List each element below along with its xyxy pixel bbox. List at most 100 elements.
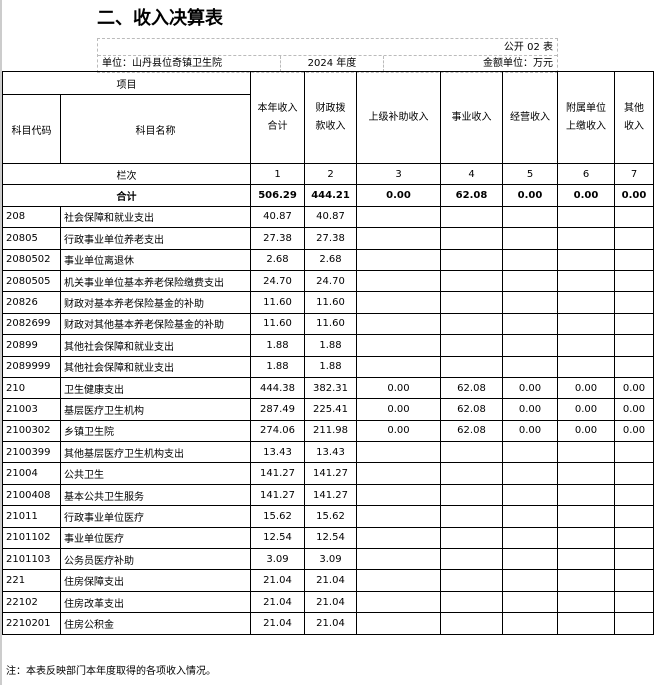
amount-cell <box>557 569 615 592</box>
form-number: 公开 02 表 <box>98 39 557 56</box>
amount-cell <box>502 505 558 528</box>
amount-cell: 13.43 <box>304 441 357 464</box>
subject-code: 22102 <box>2 590 61 614</box>
amount-cell <box>502 312 558 336</box>
subject-code: 20826 <box>2 291 61 314</box>
amount-cell <box>440 248 503 271</box>
total-value: 0.00 <box>502 184 558 207</box>
amount-cell <box>356 355 441 378</box>
amount-cell: 27.38 <box>304 227 357 250</box>
total-value: 0.00 <box>356 184 441 207</box>
table-row: 20899 其他社会保障和就业支出 1.88 1.88 <box>2 334 654 357</box>
amount-cell: 62.08 <box>440 419 503 443</box>
amount-cell <box>557 548 615 571</box>
amount-cell: 11.60 <box>304 291 357 314</box>
amount-cell <box>356 483 441 507</box>
subject-code: 2082699 <box>2 312 61 336</box>
amount-cell <box>557 483 615 507</box>
subject-code: 2100302 <box>2 419 61 443</box>
amount-cell: 24.70 <box>304 269 357 293</box>
amount-cell <box>440 227 503 250</box>
column-index-row: 栏次 1 2 3 4 5 6 7 <box>2 162 654 186</box>
amount-cell: 141.27 <box>250 483 305 507</box>
table-row: 20826 财政对基本养老保险基金的补助 11.60 11.60 <box>2 291 654 314</box>
amount-cell <box>440 548 503 571</box>
subject-name: 公共卫生 <box>60 462 251 485</box>
amount-cell <box>356 569 441 592</box>
amount-cell <box>356 334 441 357</box>
subject-code: 2080505 <box>2 269 61 293</box>
amount-cell <box>502 569 558 592</box>
fiscal-year: 2024 年度 <box>281 56 384 72</box>
table-meta: 公开 02 表 单位：山丹县位奇镇卫生院 2024 年度 金额单位：万元 <box>97 38 558 73</box>
column-index: 5 <box>502 162 558 186</box>
amount-cell <box>614 590 654 614</box>
amount-cell <box>502 483 558 507</box>
amount-cell: 21.04 <box>250 612 305 635</box>
amount-cell: 13.43 <box>250 441 305 464</box>
amount-cell <box>557 590 615 614</box>
subject-name: 机关事业单位基本养老保险缴费支出 <box>60 269 251 293</box>
column-index: 1 <box>250 162 305 186</box>
header-col-text: 事业收入 <box>451 111 492 123</box>
subject-code: 2089999 <box>2 355 61 378</box>
amount-cell: 225.41 <box>304 398 357 421</box>
header-col-text: 财政拨 <box>315 102 346 114</box>
total-label: 合计 <box>2 184 251 207</box>
amount-cell <box>440 526 503 550</box>
amount-cell: 1.88 <box>250 355 305 378</box>
amount-cell: 3.09 <box>304 548 357 571</box>
amount-cell <box>502 205 558 229</box>
amount-cell: 141.27 <box>304 462 357 485</box>
amount-cell <box>614 483 654 507</box>
table-row: 21004 公共卫生 141.27 141.27 <box>2 462 654 485</box>
amount-cell <box>557 205 615 229</box>
amount-cell: 287.49 <box>250 398 305 421</box>
amount-cell: 0.00 <box>356 419 441 443</box>
amount-cell <box>557 462 615 485</box>
header-col-4: 事业收入 <box>440 71 503 164</box>
amount-cell <box>614 526 654 550</box>
subject-code: 20805 <box>2 227 61 250</box>
amount-cell <box>557 505 615 528</box>
amount-cell: 1.88 <box>304 334 357 357</box>
total-value: 444.21 <box>304 184 357 207</box>
amount-cell <box>356 590 441 614</box>
table-row: 2101103 公务员医疗补助 3.09 3.09 <box>2 548 654 571</box>
amount-cell <box>356 526 441 550</box>
amount-cell: 0.00 <box>557 376 615 400</box>
subject-code: 21011 <box>2 505 61 528</box>
subject-name: 行政事业单位医疗 <box>60 505 251 528</box>
amount-cell: 0.00 <box>557 419 615 443</box>
amount-cell <box>614 355 654 378</box>
amount-cell <box>502 227 558 250</box>
amount-cell <box>614 334 654 357</box>
amount-cell: 382.31 <box>304 376 357 400</box>
amount-cell <box>557 526 615 550</box>
header-col-7: 其他收入 <box>614 71 654 164</box>
amount-cell <box>440 483 503 507</box>
amount-cell <box>557 441 615 464</box>
amount-cell: 21.04 <box>304 590 357 614</box>
header-col-2: 财政拨 款收入 <box>304 71 357 164</box>
subject-name: 基层医疗卫生机构 <box>60 398 251 421</box>
amount-cell: 24.70 <box>250 269 305 293</box>
amount-cell: 0.00 <box>557 398 615 421</box>
amount-cell: 21.04 <box>250 569 305 592</box>
amount-cell <box>440 355 503 378</box>
amount-cell <box>557 612 615 635</box>
subject-name: 公务员医疗补助 <box>60 548 251 571</box>
amount-cell: 1.88 <box>304 355 357 378</box>
subject-code: 2100399 <box>2 441 61 464</box>
subject-code: 2080502 <box>2 248 61 271</box>
column-index: 7 <box>614 162 654 186</box>
amount-cell <box>440 205 503 229</box>
amount-cell <box>356 291 441 314</box>
header-col-text: 经营收入 <box>510 111 550 123</box>
subject-name: 事业单位离退休 <box>60 248 251 271</box>
amount-cell <box>557 312 615 336</box>
table-row: 210 卫生健康支出 444.38 382.31 0.00 62.08 0.00 0.00 0.… <box>2 376 654 400</box>
subject-code: 20899 <box>2 334 61 357</box>
subject-name: 社会保障和就业支出 <box>60 205 251 229</box>
subject-name: 其他社会保障和就业支出 <box>60 334 251 357</box>
